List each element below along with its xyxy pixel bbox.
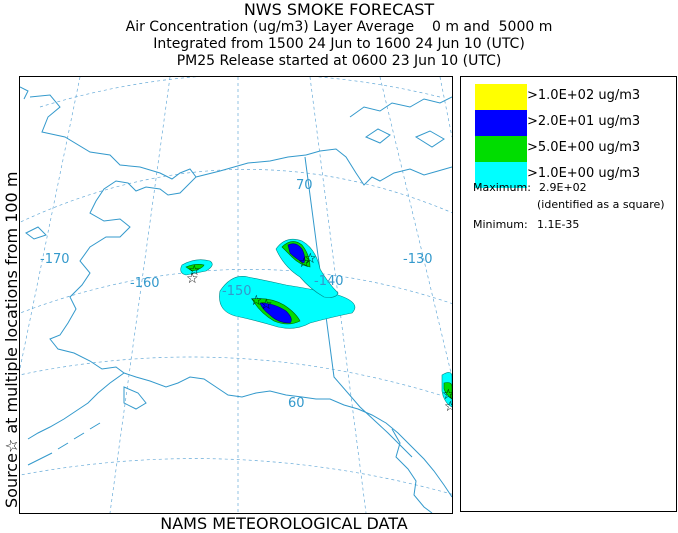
source-marker: ☆ xyxy=(444,399,452,415)
legend-swatch xyxy=(475,110,527,136)
legend-label: >1.0E+00 ug/m3 xyxy=(527,166,641,181)
lon-label-m160: -160 xyxy=(130,276,160,291)
lon-line-m130 xyxy=(379,77,452,378)
lat-line-65 xyxy=(20,269,452,314)
lon-line-m140 xyxy=(309,77,367,513)
source-marker: ☆ xyxy=(250,293,263,309)
lon-label-m150: -150 xyxy=(222,284,252,299)
source-marker: ☆ xyxy=(260,297,273,313)
lon-line-m170 xyxy=(20,77,81,371)
lat-line-75 xyxy=(39,77,441,108)
source-marker: ☆ xyxy=(442,387,452,403)
lat-line-55 xyxy=(20,458,452,495)
minimum-value: 1.1E-35 xyxy=(537,218,580,231)
chukotka-coastline xyxy=(20,86,29,100)
kodiak-island xyxy=(123,386,147,410)
alaska-map: ☆ ☆ ☆ ☆ ☆ ☆ ☆ ☆ -170 -160 -150 -140 -130… xyxy=(20,77,452,513)
subtitle-integration: Integrated from 1500 24 Jun to 1600 24 J… xyxy=(153,36,525,52)
aleutian-islands xyxy=(27,422,101,466)
panhandle-coastline xyxy=(391,428,433,513)
smoke-plume-west xyxy=(180,259,213,276)
lat-line-70 xyxy=(20,169,452,223)
subtitle-concentration: Air Concentration (ug/m3) Layer Average … xyxy=(125,19,553,35)
legend-item: >1.0E+00 ug/m3 xyxy=(475,162,675,188)
footer-data-source: NAMS METEOROLOGICAL DATA xyxy=(160,514,408,533)
page-title: NWS SMOKE FORECAST xyxy=(243,0,435,19)
legend-label: >5.0E+00 ug/m3 xyxy=(527,140,641,155)
north-slope-coastline xyxy=(195,154,307,178)
source-marker: ☆ xyxy=(188,263,201,279)
legend-label: >2.0E+01 ug/m3 xyxy=(527,114,641,129)
lon-line-m120 xyxy=(439,77,452,138)
maximum-value: 2.9E+02 xyxy=(539,181,587,194)
lat-label-70: 70 xyxy=(296,178,313,193)
lat-line-60 xyxy=(20,356,452,400)
source-markers: ☆ ☆ ☆ ☆ ☆ ☆ ☆ ☆ xyxy=(186,251,452,415)
smoke-plume-north xyxy=(275,238,339,298)
alaska-coastline xyxy=(27,94,197,440)
source-marker: ☆ xyxy=(298,255,311,271)
yukon-coastline xyxy=(305,148,452,186)
minimum-label: Minimum: xyxy=(473,218,528,231)
arctic-islands xyxy=(349,96,452,148)
lon-line-m160 xyxy=(109,77,171,513)
smoke-plume-east-edge xyxy=(441,372,452,408)
map-panel: ☆ ☆ ☆ ☆ ☆ ☆ ☆ ☆ -170 -160 -150 -140 -130… xyxy=(19,76,453,514)
lon-label-m130: -130 xyxy=(403,252,433,267)
legend-panel: >1.0E+02 ug/m3 >2.0E+01 ug/m3 >5.0E+00 u… xyxy=(460,76,677,512)
smoke-plume-central xyxy=(219,276,356,329)
legend-item: >5.0E+00 ug/m3 xyxy=(475,136,675,162)
st-lawrence-island xyxy=(25,226,47,240)
maximum-note: (identified as a square) xyxy=(537,198,665,211)
gulf-of-alaska-coastline xyxy=(123,372,452,498)
maximum-label: Maximum: xyxy=(473,181,531,194)
lon-label-m140: -140 xyxy=(314,274,344,289)
subtitle-release: PM25 Release started at 0600 23 Jun 10 (… xyxy=(176,53,502,69)
legend-swatch xyxy=(475,162,527,188)
legend-swatch xyxy=(475,84,527,110)
legend-swatch xyxy=(475,136,527,162)
source-marker: ☆ xyxy=(186,271,199,287)
lon-label-m170: -170 xyxy=(40,252,70,267)
legend-label: >1.0E+02 ug/m3 xyxy=(527,88,641,103)
source-marker: ☆ xyxy=(304,251,317,267)
lat-label-60: 60 xyxy=(288,396,305,411)
legend-item: >1.0E+02 ug/m3 xyxy=(475,84,675,110)
legend-item: >2.0E+01 ug/m3 xyxy=(475,110,675,136)
